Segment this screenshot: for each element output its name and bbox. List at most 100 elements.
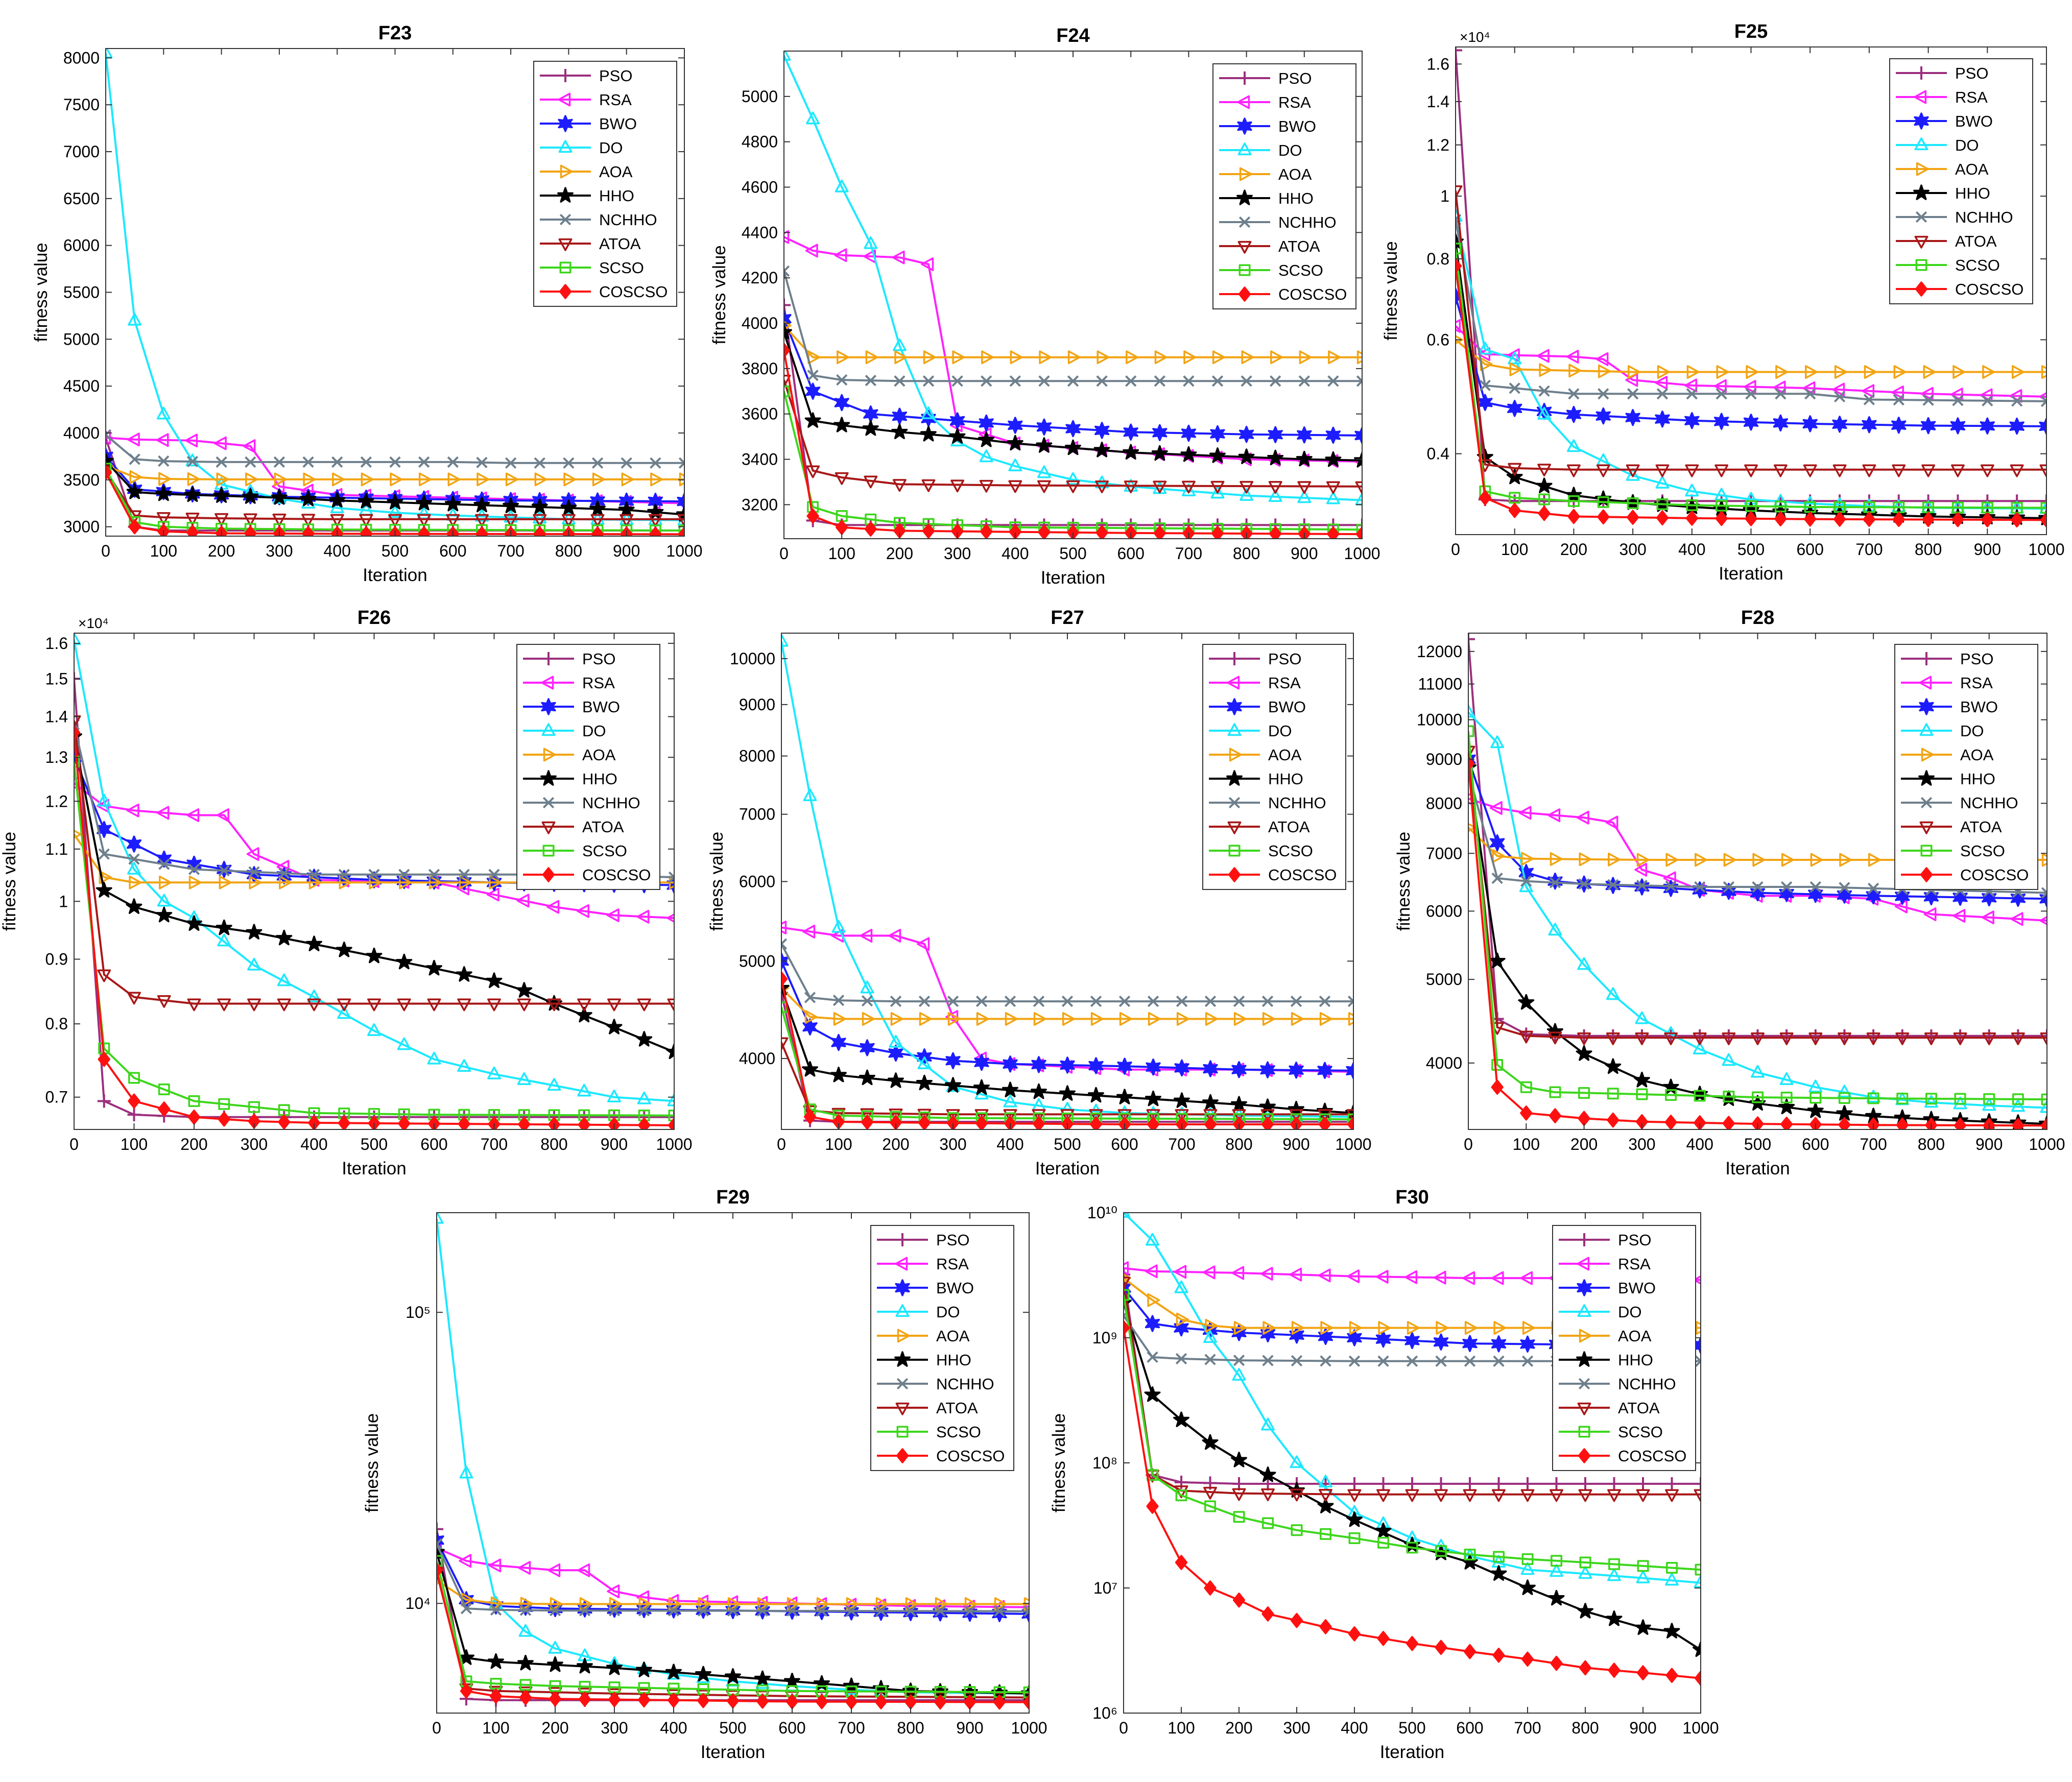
series-marker-aoa: [447, 472, 461, 487]
y-tick-label: 7000: [739, 805, 775, 824]
series-marker-coscso: [1656, 510, 1669, 525]
x-tick-label: 100: [150, 542, 177, 560]
series-marker-aoa: [2041, 365, 2046, 379]
series-marker-rsa: [1891, 386, 1904, 399]
series-marker-coscso: [1456, 258, 1462, 274]
series-marker-coscso: [489, 1689, 503, 1704]
legend-marker-pso: [1920, 652, 1933, 665]
x-tick-label: 100: [121, 1135, 148, 1153]
series-marker-rsa: [1773, 380, 1786, 395]
series-marker-rsa: [2039, 916, 2047, 926]
series-marker-rsa: [1375, 1270, 1389, 1284]
legend-marker-atoa: [1237, 240, 1252, 254]
series-marker-nchho: [1175, 1353, 1187, 1365]
series-marker-aoa: [1005, 1012, 1018, 1026]
series-marker-bwo: [1060, 1056, 1075, 1074]
series-marker-bwo: [426, 872, 442, 890]
series-marker-pso: [1579, 1477, 1592, 1491]
y-tick-label: 6500: [63, 189, 100, 208]
series-marker-scso: [934, 1685, 946, 1698]
series-marker-do: [533, 511, 547, 524]
series-marker-aoa: [1864, 365, 1877, 379]
series-marker-do: [889, 1034, 903, 1048]
legend-marker-atoa: [1577, 1402, 1591, 1415]
series-line-rsa: [74, 782, 674, 919]
x-tick-label: 300: [601, 1719, 628, 1737]
x-tick-label: 200: [886, 544, 913, 563]
x-tick-label: 400: [660, 1719, 687, 1737]
x-tick-label: 200: [1560, 540, 1587, 559]
series-marker-hho: [636, 1031, 653, 1047]
series-marker-aoa: [1810, 853, 1823, 867]
series-marker-hho: [1145, 1090, 1161, 1106]
legend-label-coscso: COSCSO: [1960, 866, 2029, 884]
chart-panel-f23: 0 100 200 300 400 500 600 700 800 900 1000 3000 3500…: [31, 22, 703, 585]
series-marker-nchho: [158, 858, 170, 870]
series-marker-rsa: [185, 434, 198, 448]
series-marker-nchho: [248, 866, 260, 878]
series-marker-do: [74, 633, 81, 645]
series-marker-scso: [904, 1685, 917, 1698]
series-marker-do: [1478, 342, 1492, 355]
series-marker-rsa: [518, 1561, 531, 1575]
series-marker-scso: [1597, 496, 1609, 508]
series-marker-aoa: [489, 875, 502, 889]
series-marker-do: [2011, 1099, 2025, 1112]
series-marker-do: [1181, 483, 1196, 496]
series-marker-scso: [1809, 1092, 1822, 1104]
legend-marker-scso: [1578, 1426, 1590, 1438]
series-marker-atoa: [397, 998, 411, 1012]
series-marker-atoa: [1346, 1109, 1353, 1122]
x-tick-label: 1000: [1011, 1719, 1047, 1737]
series-marker-aoa: [923, 350, 936, 365]
series-marker-nchho: [447, 456, 459, 468]
series-marker-coscso: [1550, 1655, 1563, 1671]
series-marker-atoa: [1232, 1488, 1246, 1501]
x-tick-label: 700: [1168, 1135, 1195, 1153]
series-marker-do: [1694, 1575, 1701, 1588]
series-marker-do: [97, 793, 111, 807]
legend-marker-aoa: [1229, 748, 1242, 762]
y-tick-label: 4600: [742, 178, 778, 197]
series-marker-do: [860, 980, 874, 994]
chart-panel-f29: 0 100 200 300 400 500 600 700 800 900 1000 10⁴ 10⁵ F2…: [362, 1187, 1047, 1762]
x-tick-label: 100: [1513, 1135, 1540, 1153]
x-tick-label: 0: [1451, 540, 1460, 559]
legend-marker-nchho: [1920, 797, 1933, 809]
x-tick-label: 300: [266, 542, 293, 560]
legend-label-pso: PSO: [1268, 650, 1301, 668]
series-marker-nchho: [1493, 1355, 1505, 1367]
x-tick-label: 1000: [2028, 540, 2064, 559]
legend-label-aoa: AOA: [1268, 746, 1302, 764]
series-marker-bwo: [1750, 884, 1766, 902]
legend-marker-bwo: [1919, 698, 1934, 715]
series-marker-nchho: [650, 457, 661, 469]
legend-label-pso: PSO: [582, 650, 615, 668]
series-marker-bwo: [1489, 834, 1505, 852]
series-marker-hho: [1548, 1590, 1565, 1606]
series-marker-do: [128, 312, 142, 326]
series-marker-rsa: [1895, 899, 1908, 913]
series-marker-do: [397, 1037, 411, 1050]
series-marker-aoa: [1716, 365, 1729, 379]
series-marker-aoa: [1291, 1012, 1304, 1026]
series-marker-nchho: [579, 1605, 591, 1617]
series-marker-nchho: [488, 869, 500, 880]
legend-box: [1202, 644, 1346, 890]
series-marker-rsa: [607, 1584, 620, 1599]
legend-marker-rsa: [1577, 1257, 1590, 1271]
series-marker-atoa: [864, 475, 878, 489]
series-marker-coscso: [549, 1691, 562, 1706]
legend-label-atoa: ATOA: [1618, 1399, 1660, 1417]
series-marker-rsa: [1655, 376, 1668, 390]
series-marker-aoa: [187, 472, 200, 486]
series-marker-nchho: [1839, 882, 1850, 894]
series-marker-hho: [366, 947, 383, 964]
series-marker-atoa: [696, 1690, 710, 1703]
series-marker-aoa: [339, 875, 352, 889]
series-marker-nchho: [1863, 394, 1875, 405]
legend-label-do: DO: [1278, 141, 1302, 159]
series-marker-nchho: [1327, 375, 1339, 387]
series-marker-nchho: [1509, 382, 1520, 394]
series-marker-do: [921, 406, 936, 419]
